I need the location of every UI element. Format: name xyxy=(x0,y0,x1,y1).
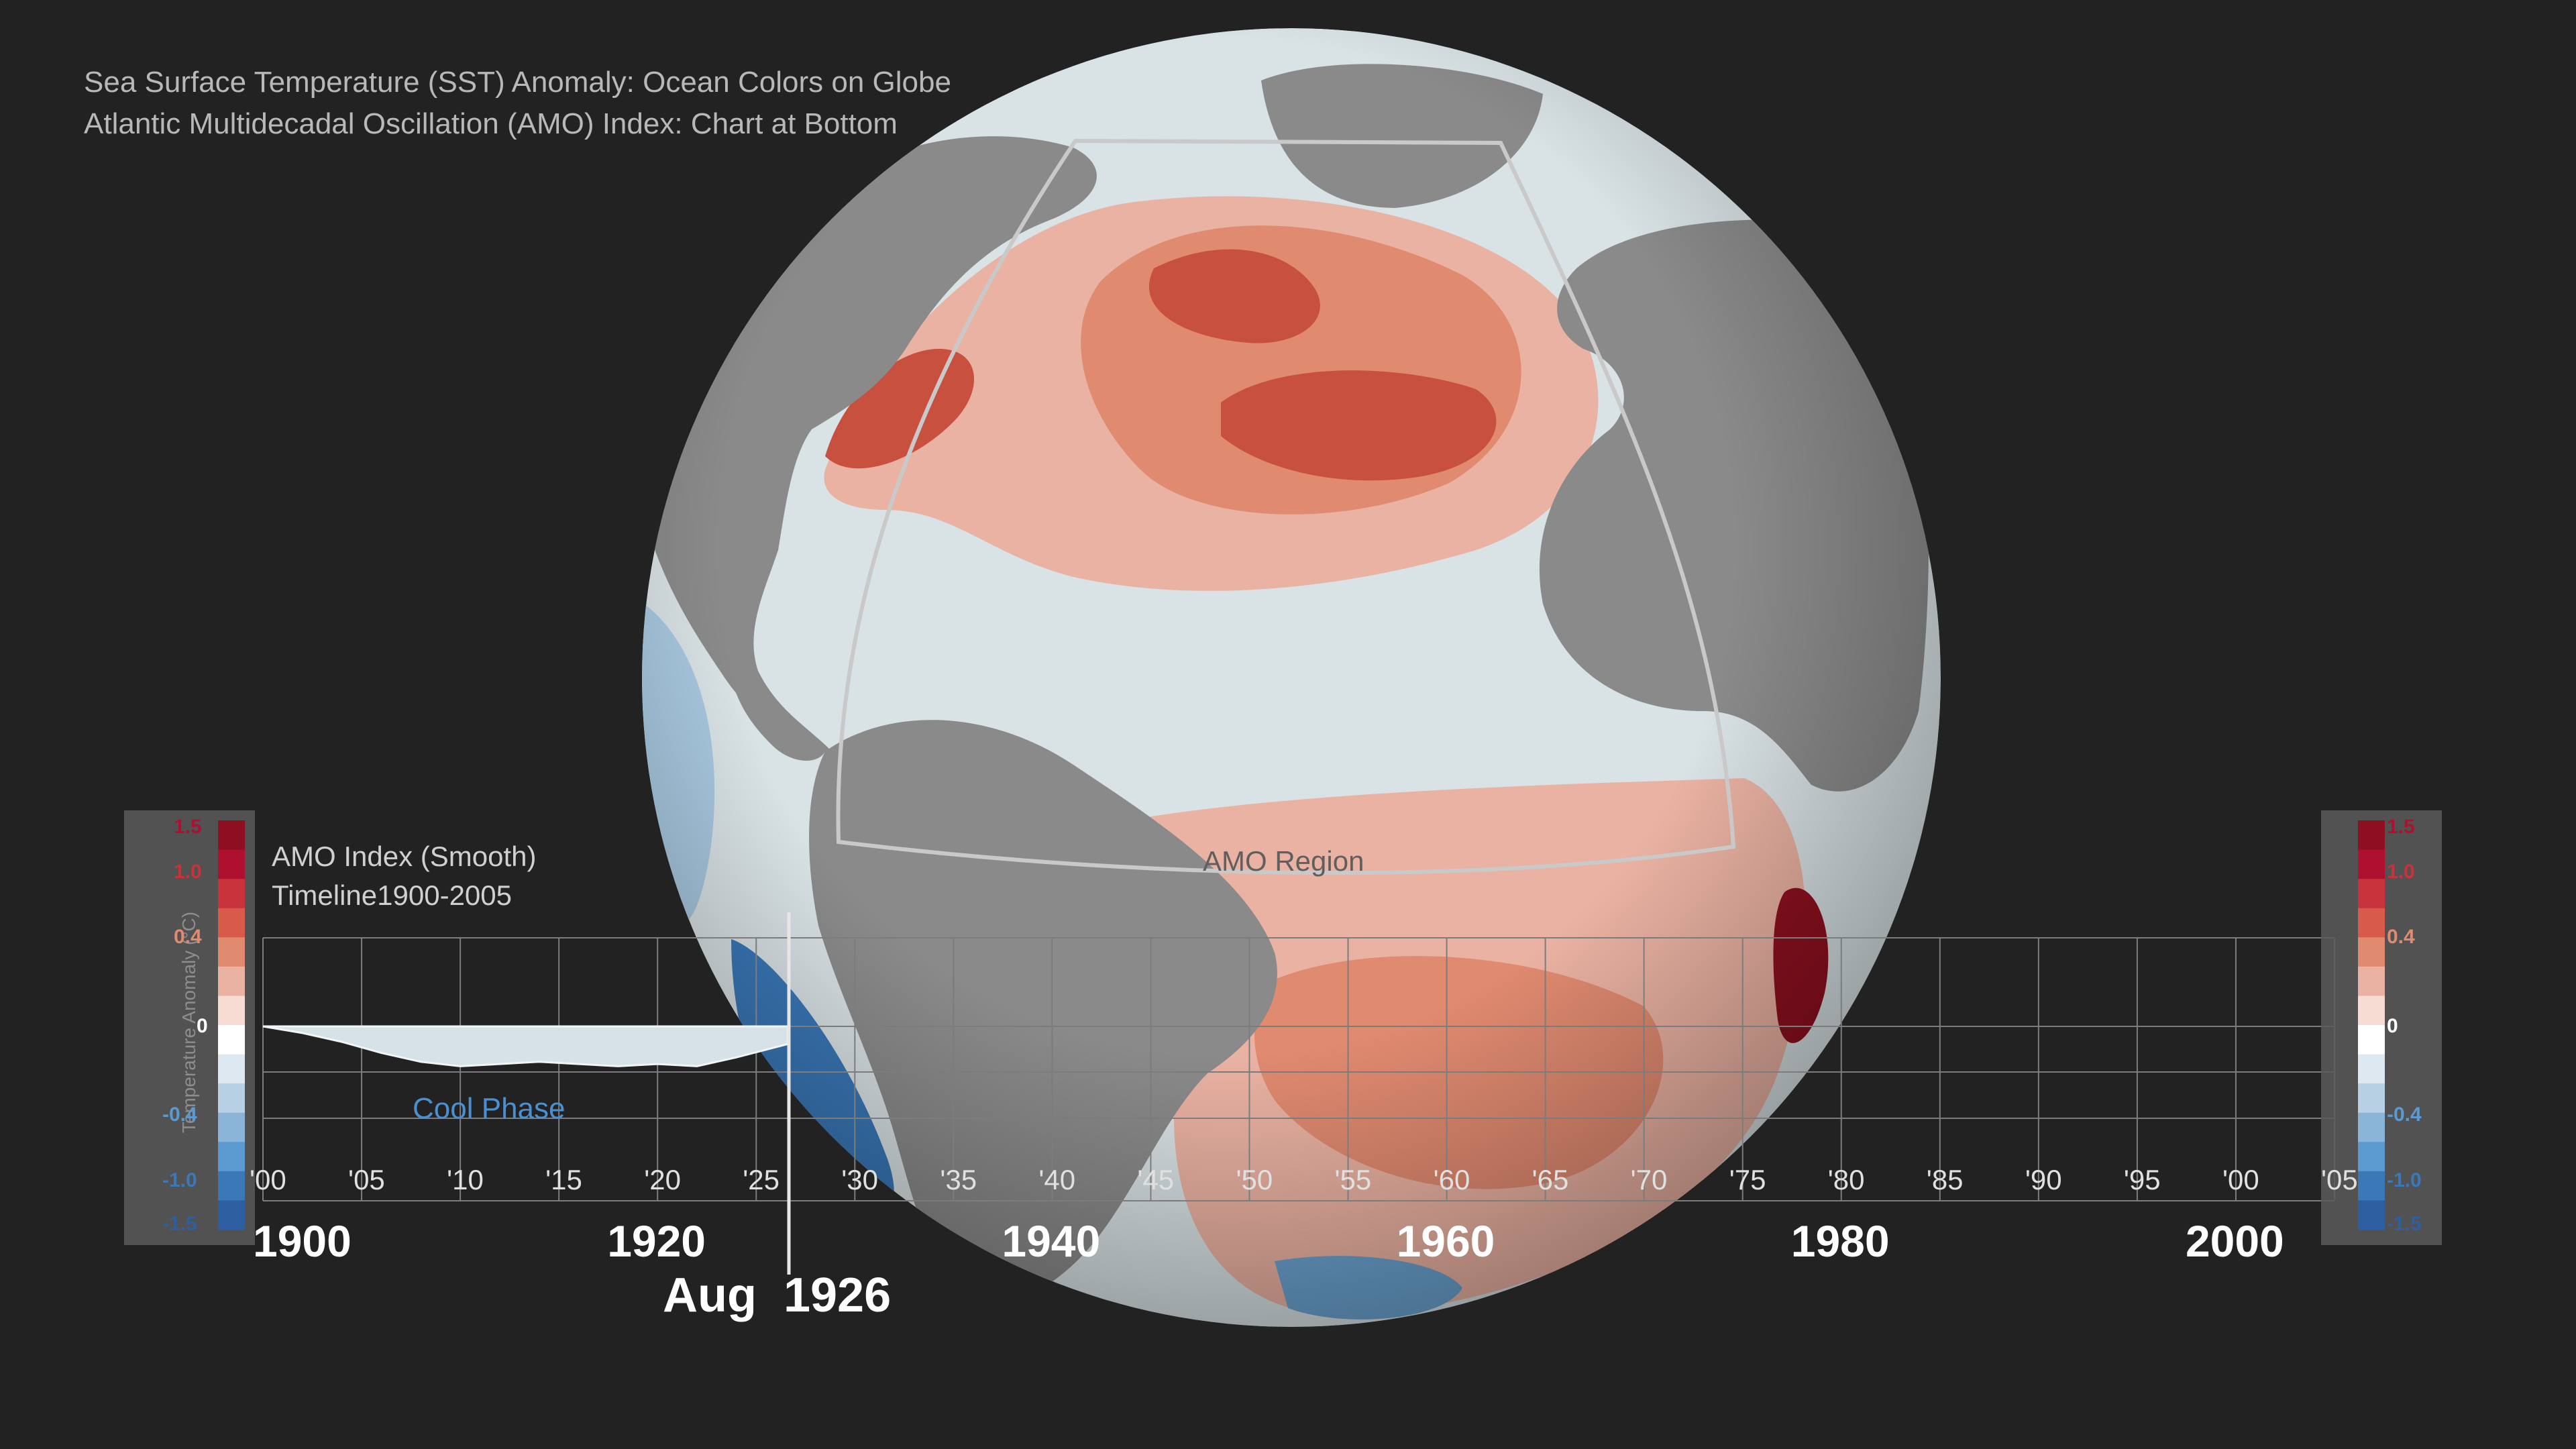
colorbar-tick-label: 1.5 xyxy=(174,816,202,838)
colorbar-tick-label: 1.5 xyxy=(2387,816,2415,838)
colorbar-band xyxy=(218,1083,245,1114)
decade-label-1980: 1980 xyxy=(1790,1216,1890,1266)
title-sst-anomaly: Sea Surface Temperature (SST) Anomaly: O… xyxy=(84,66,951,99)
year-tick-label: '00 xyxy=(2222,1164,2259,1195)
colorbar-band xyxy=(2358,820,2385,851)
colorbar-band xyxy=(218,849,245,879)
colorbar-band xyxy=(2358,1083,2385,1114)
colorbar-tick-label: -0.4 xyxy=(162,1104,197,1126)
colorbar-tick-label: 0.4 xyxy=(2387,926,2415,948)
colorbar-band xyxy=(2358,1200,2385,1230)
colorbar-band xyxy=(218,879,245,909)
year-tick-label: '35 xyxy=(940,1164,977,1195)
colorbar-band xyxy=(2358,849,2385,879)
phase-label: Cool Phase xyxy=(413,1092,566,1125)
colorbar-tick-label: 0 xyxy=(2387,1015,2398,1037)
colorbar-band xyxy=(2358,879,2385,909)
year-tick-label: '30 xyxy=(841,1164,879,1195)
colorbar-band xyxy=(218,1200,245,1230)
colorbar-band xyxy=(218,1054,245,1084)
year-tick-label: '70 xyxy=(1630,1164,1668,1195)
colorbar-tick-label: 1.0 xyxy=(2387,861,2415,883)
decade-label-1900: 1900 xyxy=(253,1216,352,1266)
colorbar-left-panel: Temperature Anomaly (°C) 1.5 1.0 0.4 0 -0.4-… xyxy=(124,810,255,1245)
colorbar-band xyxy=(218,1025,245,1055)
year-tick-label: '05 xyxy=(2321,1164,2358,1195)
colorbar-tick-label: -1.0 xyxy=(2387,1169,2422,1191)
year-tick-label: '10 xyxy=(447,1164,484,1195)
colorbar-band xyxy=(2358,1171,2385,1201)
decade-label-1940: 1940 xyxy=(1002,1216,1101,1266)
amo-chart-title: AMO Index (Smooth) xyxy=(272,841,537,872)
year-tick-label: '25 xyxy=(743,1164,780,1195)
colorbar-band xyxy=(218,820,245,851)
colorbar-left xyxy=(218,820,245,1230)
colorbar-band xyxy=(2358,996,2385,1026)
year-tick-label: '05 xyxy=(348,1164,385,1195)
colorbar-right-panel: 1.5 1.0 0.4 0 -0.4 -1.0 -1.5 xyxy=(2321,810,2442,1245)
colorbar-band xyxy=(2358,1142,2385,1172)
colorbar-band xyxy=(218,966,245,996)
decade-label-1920: 1920 xyxy=(607,1216,706,1266)
year-tick-label: '75 xyxy=(1729,1164,1766,1195)
colorbar-tick-label: 1.0 xyxy=(174,861,202,883)
year-tick-label: '40 xyxy=(1038,1164,1076,1195)
year-tick-label: '95 xyxy=(2123,1164,2161,1195)
year-tick-label: '65 xyxy=(1532,1164,1569,1195)
amo-region-label: AMO Region xyxy=(1203,845,1364,877)
year-tick-label: '85 xyxy=(1926,1164,1964,1195)
colorbar-band xyxy=(218,1112,245,1142)
colorbar-band xyxy=(2358,937,2385,967)
colorbar-band xyxy=(218,1142,245,1172)
colorbar-band xyxy=(2358,1054,2385,1084)
colorbar-tick-label: 0 xyxy=(197,1015,208,1037)
year-tick-label: '00 xyxy=(250,1164,286,1195)
decade-label-2000: 2000 xyxy=(2185,1216,2284,1266)
colorbar-band xyxy=(2358,908,2385,938)
colorbar-band xyxy=(2358,1025,2385,1055)
year-tick-label: '60 xyxy=(1433,1164,1470,1195)
colorbar-right xyxy=(2358,820,2385,1230)
colorbar-tick-label: -1.5 xyxy=(2387,1213,2422,1235)
colorbar-tick-label: 0.4 xyxy=(174,926,202,948)
year-tick-label: '45 xyxy=(1137,1164,1175,1195)
year-tick-label: '15 xyxy=(545,1164,582,1195)
decade-label-1960: 1960 xyxy=(1396,1216,1495,1266)
colorbar-tick-label: -1.5 xyxy=(162,1213,197,1235)
colorbar-band xyxy=(218,908,245,938)
amo-index-area xyxy=(262,1025,789,1067)
colorbar-band xyxy=(218,937,245,967)
colorbar-band xyxy=(218,1171,245,1201)
current-date-label: Aug 1926 xyxy=(663,1269,892,1322)
year-tick-label: '80 xyxy=(1827,1164,1865,1195)
year-tick-label: '20 xyxy=(644,1164,681,1195)
colorbar-tick-label: -1.0 xyxy=(162,1169,197,1191)
year-tick-label: '50 xyxy=(1236,1164,1273,1195)
page-titles: Sea Surface Temperature (SST) Anomaly: O… xyxy=(84,62,951,145)
year-tick-label: '90 xyxy=(2025,1164,2062,1195)
colorbar-band xyxy=(218,996,245,1026)
colorbar-band xyxy=(2358,966,2385,996)
year-tick-label: '55 xyxy=(1334,1164,1372,1195)
colorbar-band xyxy=(2358,1112,2385,1142)
colorbar-tick-label: -0.4 xyxy=(2387,1104,2422,1126)
title-amo-index: Atlantic Multidecadal Oscillation (AMO) … xyxy=(84,107,898,140)
amo-region-outline xyxy=(836,138,1736,875)
amo-chart-subtitle: Timeline1900-2005 xyxy=(272,879,513,911)
globe-shading xyxy=(642,28,1941,1327)
amo-chart-header: AMO Index (Smooth) Timeline1900-2005 xyxy=(272,837,536,915)
